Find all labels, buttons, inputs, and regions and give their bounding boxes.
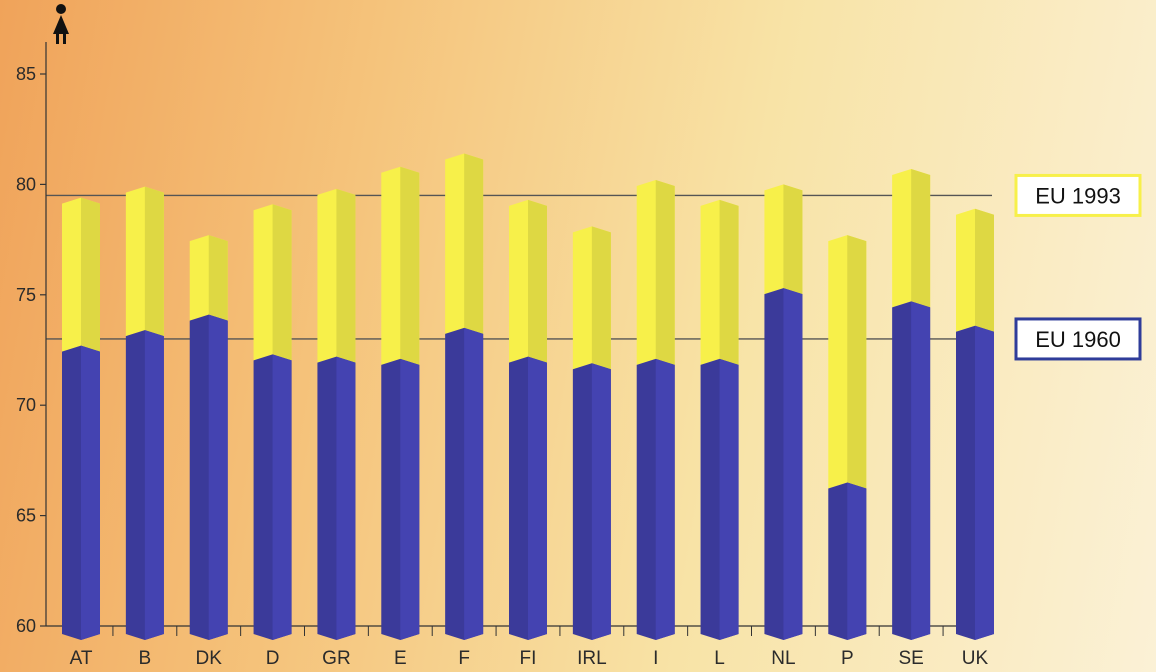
female-person-icon bbox=[53, 4, 69, 44]
reference-label: EU 1993 bbox=[1035, 183, 1121, 208]
bar-E bbox=[381, 166, 420, 640]
bar-segment-1993-face bbox=[272, 204, 292, 361]
bar-NL bbox=[764, 184, 803, 640]
x-tick-label: NL bbox=[771, 648, 795, 669]
x-axis-labels: AT B DK D GR E F FI IRL I L NL P SE UK bbox=[70, 626, 989, 669]
bars bbox=[62, 153, 994, 640]
bar-segment-1960-face bbox=[783, 288, 803, 640]
reference-lines: EU 1993 EU 1960 bbox=[46, 173, 1142, 361]
y-tick-label: 80 bbox=[16, 174, 36, 194]
bar-segment-1993-face bbox=[528, 199, 547, 363]
bar-segment-1993-face bbox=[81, 197, 100, 352]
x-tick-label: B bbox=[139, 648, 152, 669]
bar-segment-1993-face bbox=[336, 188, 356, 363]
bar-segment-1993-face bbox=[591, 226, 611, 370]
bar-segment-1960-face bbox=[81, 345, 100, 640]
x-tick-label: E bbox=[394, 648, 407, 669]
bar-segment-1993-face bbox=[400, 166, 420, 365]
bar-segment-1993-face bbox=[847, 235, 867, 489]
bar-segment-1960-face bbox=[528, 356, 547, 640]
x-tick-label: DK bbox=[196, 648, 223, 669]
bar-segment-1960-face bbox=[847, 482, 867, 640]
y-tick-label: 70 bbox=[16, 395, 36, 415]
x-tick-label: FI bbox=[520, 648, 537, 669]
reference-label: EU 1960 bbox=[1035, 327, 1121, 352]
x-tick-label: I bbox=[653, 648, 658, 669]
bar-segment-1960-face bbox=[272, 354, 292, 640]
bar-B bbox=[125, 186, 164, 640]
bar-I bbox=[636, 179, 675, 640]
bar-segment-1960-face bbox=[655, 358, 675, 640]
x-tick-label: D bbox=[266, 648, 280, 669]
x-tick-label: F bbox=[458, 648, 470, 669]
bar-segment-1960-face bbox=[144, 330, 164, 640]
bar-segment-1993-face bbox=[975, 208, 994, 332]
bar-segment-1993-face bbox=[783, 184, 803, 295]
y-tick-label: 75 bbox=[16, 285, 36, 305]
x-tick-label: IRL bbox=[577, 648, 607, 669]
x-tick-label: L bbox=[714, 648, 725, 669]
bar-AT bbox=[62, 197, 100, 640]
x-tick-label: UK bbox=[962, 648, 989, 669]
bar-FI bbox=[509, 199, 547, 640]
bar-L bbox=[700, 199, 739, 640]
y-tick-label: 60 bbox=[16, 616, 36, 636]
bar-segment-1960-face bbox=[719, 358, 739, 640]
bar-segment-1993-face bbox=[464, 153, 484, 334]
x-tick-label: P bbox=[841, 648, 854, 669]
reference-label-box bbox=[1014, 317, 1142, 361]
bar-segment-1960-face bbox=[208, 314, 228, 640]
bar-segment-1960-face bbox=[591, 363, 611, 640]
bar-segment-1960-face bbox=[911, 301, 931, 640]
bar-segment-1993-face bbox=[208, 235, 228, 321]
bar-SE bbox=[892, 168, 931, 640]
bar-segment-1993-face bbox=[911, 168, 931, 308]
bar-segment-1960-face bbox=[975, 325, 994, 640]
x-tick-label: GR bbox=[322, 648, 351, 669]
bar-P bbox=[828, 235, 867, 640]
bar-IRL bbox=[572, 226, 611, 640]
bar-segment-1960-face bbox=[464, 327, 484, 640]
bar-segment-1993-face bbox=[655, 179, 675, 365]
x-tick-label: AT bbox=[70, 648, 93, 669]
bar-segment-1993-face bbox=[719, 199, 739, 365]
y-tick-label: 65 bbox=[16, 506, 36, 526]
bar-D bbox=[253, 204, 292, 640]
x-tick-label: SE bbox=[898, 648, 923, 669]
reference-line-eu-1993: EU 1993 bbox=[46, 173, 1142, 217]
bar-F bbox=[445, 153, 484, 640]
bar-DK bbox=[189, 235, 228, 640]
bar-GR bbox=[317, 188, 356, 640]
bar-segment-1960-face bbox=[336, 356, 356, 640]
y-tick-label: 85 bbox=[16, 64, 36, 84]
reference-label-box bbox=[1014, 173, 1142, 217]
bar-UK bbox=[956, 208, 994, 640]
bar-segment-1993-face bbox=[144, 186, 164, 337]
bar-segment-1960-face bbox=[400, 358, 420, 640]
